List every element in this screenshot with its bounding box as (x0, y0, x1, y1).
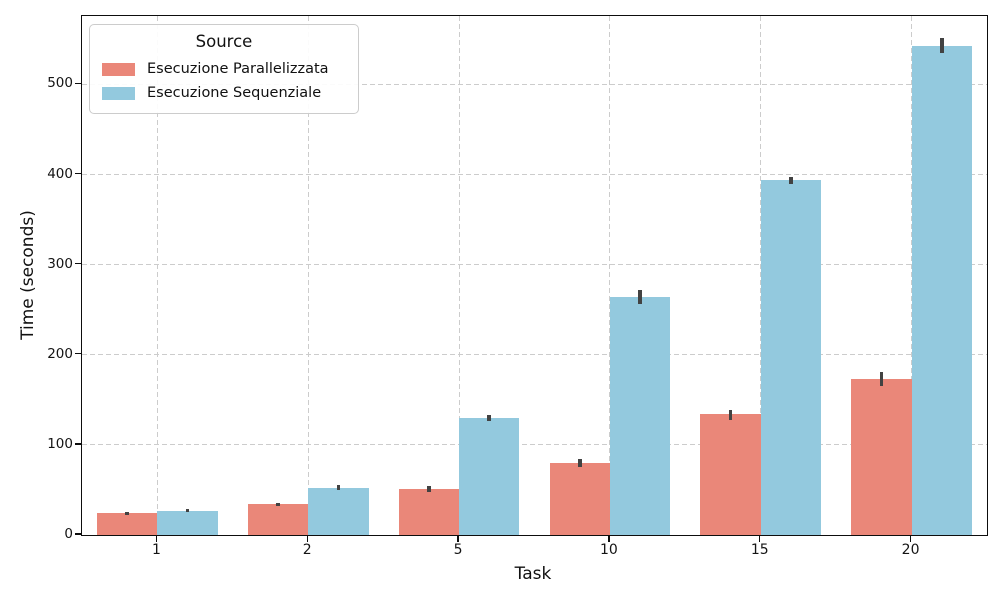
bar-sequenziale-task-10 (609, 297, 671, 535)
y-tickmark-500 (75, 82, 81, 85)
bar-sequenziale-task-5 (459, 417, 520, 535)
legend-label-sequenziale: Esecuzione Sequenziale (147, 85, 322, 101)
plot-area: Source Esecuzione Parallelizzata Esecuzi… (81, 15, 988, 536)
errorbar-sequenziale-task-2 (336, 485, 341, 490)
bar-sequenziale-task-15 (760, 179, 822, 535)
y-axis-label: Time (seconds) (18, 210, 38, 340)
legend: Source Esecuzione Parallelizzata Esecuzi… (89, 24, 359, 114)
x-tick-label-1: 1 (151, 542, 161, 558)
bar-sequenziale-task-2 (308, 488, 369, 535)
x-tick-label-10: 10 (599, 542, 618, 558)
y-tickmark-100 (75, 443, 81, 445)
y-tickmark-0 (75, 533, 81, 535)
x-tickmark-5 (457, 535, 459, 542)
y-tick-label-400: 400 (47, 165, 73, 182)
y-tick-label-200: 200 (47, 345, 73, 362)
bar-parallelizzata-task-2 (247, 504, 309, 535)
errorbar-parallelizzata-task-2 (276, 502, 280, 507)
x-tick-label-15: 15 (750, 542, 769, 558)
y-tick-label-300: 300 (47, 255, 73, 272)
errorbar-sequenziale-task-15 (789, 177, 793, 184)
errorbar-sequenziale-task-1 (185, 508, 190, 513)
y-tickmark-300 (75, 262, 81, 265)
x-gridline-2 (307, 16, 309, 535)
x-tick-label-5: 5 (453, 542, 463, 558)
errorbar-sequenziale-task-20 (939, 37, 944, 53)
bar-sequenziale-task-20 (911, 45, 972, 535)
x-tickmark-2 (306, 535, 308, 542)
y-tick-label-500: 500 (47, 75, 73, 92)
x-axis-label: Task (514, 564, 552, 584)
y-tickmark-400 (75, 172, 81, 175)
x-tickmark-10 (608, 535, 610, 542)
bar-parallelizzata-task-15 (700, 414, 761, 535)
errorbar-parallelizzata-task-20 (879, 371, 884, 387)
legend-label-parallelizzata: Esecuzione Parallelizzata (147, 61, 329, 77)
y-gridline-300 (82, 264, 987, 266)
bar-parallelizzata-task-1 (97, 513, 158, 535)
y-gridline-100 (82, 444, 987, 446)
x-tick-label-20: 20 (901, 542, 920, 558)
legend-title: Source (195, 32, 253, 51)
legend-item-sequenziale: Esecuzione Sequenziale (90, 81, 358, 105)
bar-sequenziale-task-1 (157, 510, 218, 535)
bar-parallelizzata-task-5 (398, 489, 460, 535)
x-tickmark-1 (155, 535, 158, 542)
y-tickmark-200 (75, 353, 81, 355)
errorbar-parallelizzata-task-5 (427, 486, 431, 492)
y-tick-label-100: 100 (47, 435, 73, 452)
legend-swatch-parallelizzata (102, 62, 135, 76)
errorbar-parallelizzata-task-1 (125, 511, 130, 516)
legend-item-parallelizzata: Esecuzione Parallelizzata (90, 57, 358, 81)
x-tickmark-20 (909, 535, 912, 542)
errorbar-parallelizzata-task-15 (728, 409, 733, 420)
bar-parallelizzata-task-20 (851, 379, 912, 535)
errorbar-sequenziale-task-5 (487, 415, 492, 422)
x-tickmark-15 (759, 535, 761, 542)
x-gridline-10 (609, 16, 611, 535)
errorbar-sequenziale-task-10 (638, 289, 642, 305)
x-tick-label-2: 2 (302, 542, 312, 558)
y-gridline-200 (82, 354, 987, 356)
x-gridline-5 (458, 16, 460, 535)
x-gridline-1 (156, 16, 158, 535)
legend-swatch-sequenziale (102, 86, 135, 100)
y-tick-label-0: 0 (64, 526, 73, 542)
bar-parallelizzata-task-10 (549, 462, 610, 535)
errorbar-parallelizzata-task-10 (577, 459, 582, 467)
y-gridline-400 (82, 174, 987, 176)
y-gridline-500 (82, 83, 987, 85)
